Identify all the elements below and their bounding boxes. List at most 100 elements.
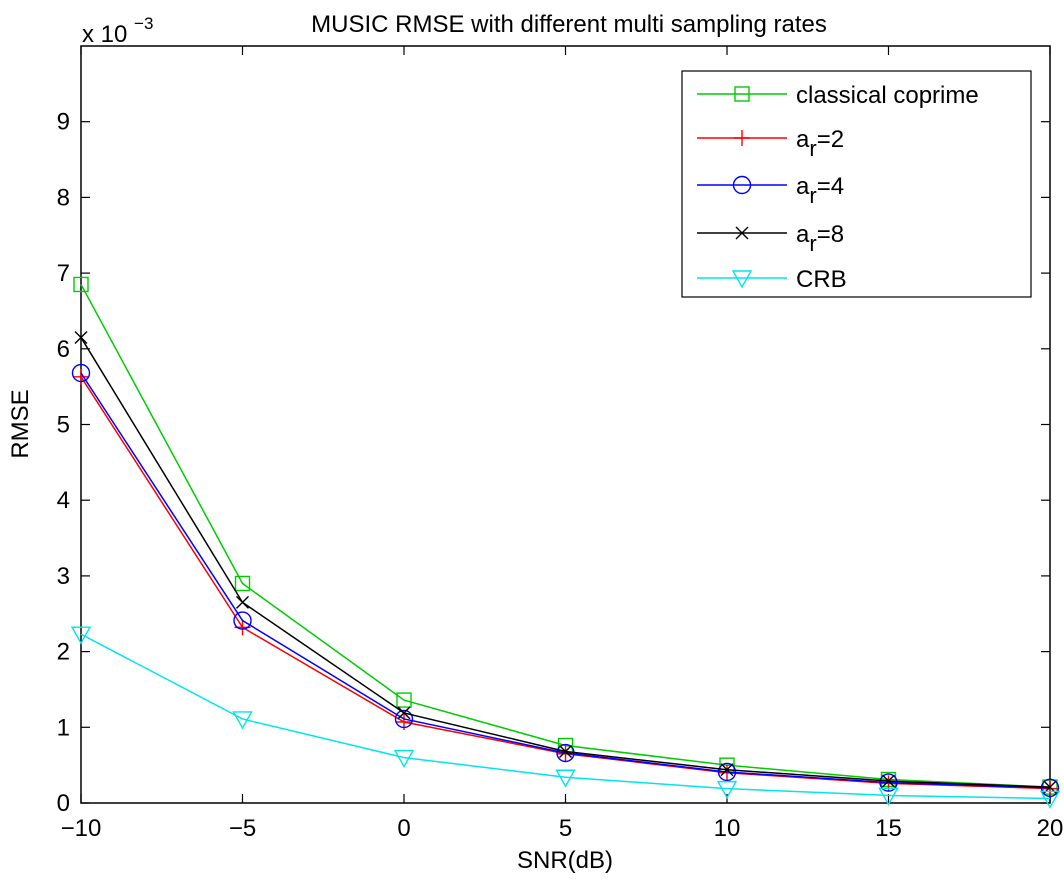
data-point <box>233 611 252 630</box>
y-tick-label: 5 <box>57 412 70 439</box>
data-point-shape <box>236 595 249 609</box>
series-4 <box>70 626 1061 809</box>
x-tick-label: 10 <box>714 815 741 842</box>
data-point <box>720 763 734 777</box>
legend-label-main: a <box>796 221 810 248</box>
data-point-shape <box>71 363 91 383</box>
data-point <box>394 709 414 729</box>
series-layer <box>70 276 1061 809</box>
data-point-shape <box>879 773 898 792</box>
x-tick-label: 20 <box>1037 815 1064 842</box>
y-tick-label: 6 <box>57 336 70 363</box>
data-point-shape <box>74 330 88 344</box>
legend-entry: ar=4 <box>697 173 844 208</box>
data-point <box>882 774 895 788</box>
y-axis-ticks: 0 1 2 3 4 5 6 7 8 9 <box>57 109 1050 817</box>
legend-label-main: classical coprime <box>796 82 979 109</box>
y-exponent-power: −3 <box>134 14 153 33</box>
x-tick-label: 5 <box>559 815 572 842</box>
data-point <box>393 749 415 769</box>
series-line-2 <box>80 372 1051 789</box>
data-point <box>73 276 89 293</box>
data-point-shape <box>73 276 89 293</box>
data-point-shape <box>878 787 899 806</box>
series-line-4 <box>80 633 1051 800</box>
data-point-shape <box>559 745 572 759</box>
legend-marker-shape <box>732 175 752 195</box>
data-point-shape <box>234 575 251 592</box>
legend-marker-shape <box>735 226 749 240</box>
y-exponent-base: x 10 <box>82 21 127 48</box>
legend-marker-shape <box>734 86 750 102</box>
x-tick-label: 15 <box>875 815 902 842</box>
data-point <box>70 626 92 645</box>
legend-label-main: a <box>796 173 810 200</box>
legend-entry: ar=8 <box>697 221 844 256</box>
x-axis-ticks: −10 −5 0 5 10 15 20 <box>61 46 1064 842</box>
legend-label-subscript: r <box>809 136 816 161</box>
data-point <box>555 769 576 788</box>
data-point <box>74 330 88 344</box>
data-point <box>717 762 737 782</box>
data-point <box>396 692 412 708</box>
legend-label-tail: =8 <box>817 221 844 248</box>
legend-marker-shape <box>734 130 750 146</box>
series-3 <box>74 330 1057 794</box>
legend-marker <box>732 175 752 195</box>
data-point <box>1040 778 1060 798</box>
legend-label: ar=4 <box>796 173 844 208</box>
y-tick-label: 4 <box>57 487 70 514</box>
legend-label-tail: =4 <box>817 173 844 200</box>
data-point <box>232 711 253 730</box>
data-point-shape <box>555 769 576 788</box>
legend-label: ar=8 <box>796 221 844 256</box>
legend-marker <box>734 130 750 146</box>
y-axis-label: RMSE <box>7 389 34 458</box>
data-point-shape <box>720 763 734 777</box>
legend-entry: ar=2 <box>697 126 844 161</box>
y-tick-label: 3 <box>57 563 70 590</box>
legend-label-subscript: r <box>809 183 816 208</box>
data-point <box>1042 780 1058 797</box>
legend-label-main: CRB <box>796 266 847 293</box>
data-point <box>879 773 898 792</box>
x-tick-label: 0 <box>397 815 410 842</box>
data-point-shape <box>70 626 92 645</box>
y-exponent-label: x 10 −3 <box>82 14 153 48</box>
data-point-shape <box>393 749 415 769</box>
y-tick-label: 8 <box>57 184 70 211</box>
data-point-shape <box>717 762 737 782</box>
legend-marker <box>735 226 749 240</box>
x-tick-label: −10 <box>61 815 102 842</box>
legend-marker <box>731 270 753 289</box>
legend-label: CRB <box>796 266 847 293</box>
data-point <box>878 787 899 806</box>
legend-marker-shape <box>731 270 753 289</box>
x-tick-label: −5 <box>229 815 256 842</box>
y-tick-label: 9 <box>57 109 70 136</box>
legend-entry: classical coprime <box>697 82 979 109</box>
legend-label: classical coprime <box>796 82 979 109</box>
legend-label: ar=2 <box>796 126 844 161</box>
data-point-shape <box>716 780 738 800</box>
data-point <box>559 745 572 759</box>
data-point-shape <box>882 774 895 788</box>
legend-box <box>681 70 1032 298</box>
y-tick-label: 1 <box>57 714 70 741</box>
data-point-shape <box>233 611 252 630</box>
legend-label-subscript: r <box>809 231 816 256</box>
data-point-shape <box>232 711 253 730</box>
data-point-shape <box>1040 778 1060 798</box>
data-point-shape <box>396 692 412 708</box>
data-point <box>1039 790 1061 809</box>
data-point <box>71 363 91 383</box>
data-point <box>716 780 738 800</box>
data-point-shape <box>1042 780 1058 797</box>
legend-label-tail: =2 <box>817 126 844 153</box>
legend-label-main: a <box>796 126 810 153</box>
y-tick-label: 7 <box>57 260 70 287</box>
legend-marker <box>734 86 750 102</box>
legend-entry: CRB <box>697 266 847 293</box>
data-point-shape <box>397 706 411 720</box>
